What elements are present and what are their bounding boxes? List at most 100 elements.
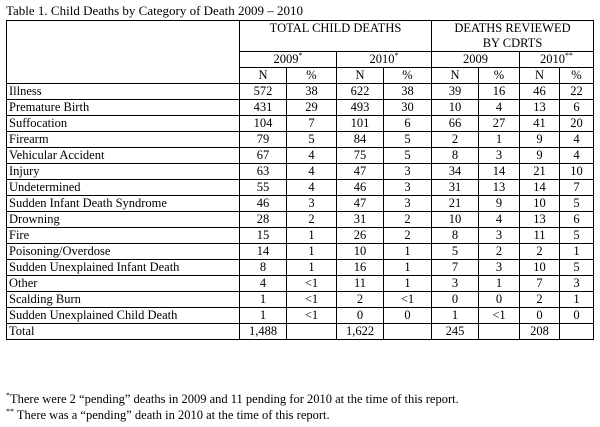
cell-percent: 1 <box>559 291 594 308</box>
table-row: Premature Birth 431 29 493 30 10 4 13 6 <box>6 99 594 116</box>
cell-percent: 1 <box>478 131 520 148</box>
cell-count: 1 <box>239 291 287 308</box>
header-row-groups: TOTAL CHILD DEATHS DEATHS REVIEWED <box>6 20 594 52</box>
cell-count: 2 <box>519 243 560 260</box>
cell-percent: 10 <box>559 163 594 180</box>
cell-count: 104 <box>239 115 287 132</box>
cell-count: 10 <box>519 195 560 212</box>
cell-count: 47 <box>336 195 384 212</box>
cell-count: 55 <box>239 179 287 196</box>
cell-percent: 4 <box>559 147 594 164</box>
cell-percent: 9 <box>478 195 520 212</box>
cell-count: 0 <box>519 307 560 324</box>
row-label: Fire <box>6 227 240 244</box>
header-blank-3 <box>6 67 240 84</box>
cell-count: 13 <box>519 211 560 228</box>
cell-count: 0 <box>431 291 479 308</box>
cell-count: 10 <box>431 211 479 228</box>
cell-count: 2 <box>336 291 384 308</box>
total-child-deaths-header-spacer <box>239 36 432 52</box>
cell-count: 31 <box>431 179 479 196</box>
cell-percent: 7 <box>559 179 594 196</box>
cell-percent: 0 <box>559 307 594 324</box>
cell-count: 8 <box>431 227 479 244</box>
cell-percent: 3 <box>478 227 520 244</box>
cell-count: 66 <box>431 115 479 132</box>
year-header-reviewed-2010: 2010** <box>519 51 594 68</box>
col-header-pct: % <box>286 67 337 84</box>
cell-percent: 29 <box>286 99 337 116</box>
cell-count: 5 <box>431 243 479 260</box>
table-row: Sudden Infant Death Syndrome 46 3 47 3 21 9 10 5 <box>6 195 594 212</box>
deaths-reviewed-header-line1: DEATHS REVIEWED <box>431 20 594 36</box>
row-label: Poisoning/Overdose <box>6 243 240 260</box>
cell-percent: 2 <box>383 211 432 228</box>
total-n-2010: 1,622 <box>336 323 384 340</box>
cell-count: 26 <box>336 227 384 244</box>
total-row: Total 1,488 1,622 245 208 <box>6 323 594 340</box>
cell-count: 39 <box>431 83 479 100</box>
cell-percent: 1 <box>383 275 432 292</box>
cell-count: 46 <box>239 195 287 212</box>
total-blank <box>286 323 337 340</box>
cell-count: 16 <box>336 259 384 276</box>
cell-percent: <1 <box>286 275 337 292</box>
cell-count: 9 <box>519 147 560 164</box>
cell-percent: 4 <box>286 179 337 196</box>
table-row: Vehicular Accident 67 4 75 5 8 3 9 4 <box>6 147 594 164</box>
cell-count: 11 <box>336 275 384 292</box>
cell-percent: 4 <box>286 147 337 164</box>
cell-count: 11 <box>519 227 560 244</box>
cell-count: 41 <box>519 115 560 132</box>
cell-count: 1 <box>239 307 287 324</box>
cell-count: 46 <box>336 179 384 196</box>
cell-percent: 6 <box>559 99 594 116</box>
cell-count: 10 <box>336 243 384 260</box>
cell-count: 10 <box>431 99 479 116</box>
cell-count: 14 <box>519 179 560 196</box>
cell-percent: 1 <box>286 259 337 276</box>
cell-percent: 6 <box>383 115 432 132</box>
cell-count: 75 <box>336 147 384 164</box>
row-label: Vehicular Accident <box>6 147 240 164</box>
cell-count: 10 <box>519 259 560 276</box>
total-child-deaths-header: TOTAL CHILD DEATHS <box>239 20 432 36</box>
cell-count: 8 <box>431 147 479 164</box>
cell-percent: 1 <box>559 243 594 260</box>
cell-percent: 22 <box>559 83 594 100</box>
cell-count: 63 <box>239 163 287 180</box>
cell-percent: 5 <box>559 195 594 212</box>
cell-percent: 7 <box>286 115 337 132</box>
cell-percent: <1 <box>478 307 520 324</box>
cell-count: 2 <box>519 291 560 308</box>
cell-percent: 4 <box>286 163 337 180</box>
cell-count: 46 <box>519 83 560 100</box>
row-label: Scalding Burn <box>6 291 240 308</box>
cell-percent: 2 <box>383 227 432 244</box>
cell-count: 28 <box>239 211 287 228</box>
table-row: Poisoning/Overdose 14 1 10 1 5 2 2 1 <box>6 243 594 260</box>
cell-percent: 1 <box>286 243 337 260</box>
cell-percent: 3 <box>478 147 520 164</box>
cell-percent: 5 <box>286 131 337 148</box>
year-header-total-2009: 2009* <box>239 51 337 68</box>
cell-percent: 2 <box>478 243 520 260</box>
table-caption: Table 1. Child Deaths by Category of Dea… <box>6 3 303 18</box>
cell-count: 8 <box>239 259 287 276</box>
row-label: Undetermined <box>6 179 240 196</box>
col-header-pct: % <box>559 67 594 84</box>
cell-percent: 6 <box>559 211 594 228</box>
cell-percent: 16 <box>478 83 520 100</box>
table-row: Sudden Unexplained Infant Death 8 1 16 1 7 3 10… <box>6 259 594 276</box>
cell-count: 47 <box>336 163 384 180</box>
cell-percent: 4 <box>478 99 520 116</box>
row-label: Sudden Unexplained Child Death <box>6 307 240 324</box>
cell-count: 21 <box>519 163 560 180</box>
cell-count: 572 <box>239 83 287 100</box>
footnote-2: ** There was a “pending” death in 2010 a… <box>6 406 330 422</box>
row-label: Sudden Infant Death Syndrome <box>6 195 240 212</box>
header-blank <box>6 20 240 52</box>
col-header-n: N <box>431 67 479 84</box>
cell-percent: 2 <box>286 211 337 228</box>
row-label: Suffocation <box>6 115 240 132</box>
